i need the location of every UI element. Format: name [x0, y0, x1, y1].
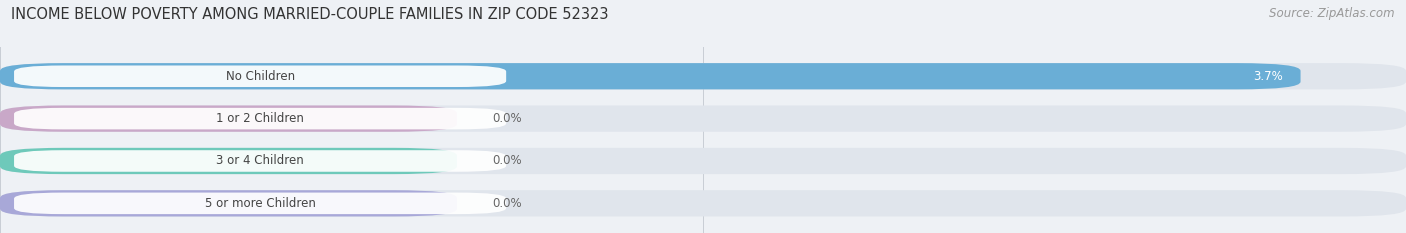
FancyBboxPatch shape [0, 63, 1301, 89]
FancyBboxPatch shape [14, 193, 506, 214]
Text: 1 or 2 Children: 1 or 2 Children [217, 112, 304, 125]
Text: INCOME BELOW POVERTY AMONG MARRIED-COUPLE FAMILIES IN ZIP CODE 52323: INCOME BELOW POVERTY AMONG MARRIED-COUPL… [11, 7, 609, 22]
FancyBboxPatch shape [0, 148, 1406, 174]
Text: 0.0%: 0.0% [492, 154, 522, 168]
FancyBboxPatch shape [14, 65, 506, 87]
Text: 5 or more Children: 5 or more Children [205, 197, 315, 210]
FancyBboxPatch shape [0, 190, 457, 216]
Text: 0.0%: 0.0% [492, 112, 522, 125]
Text: 0.0%: 0.0% [492, 197, 522, 210]
Text: 3 or 4 Children: 3 or 4 Children [217, 154, 304, 168]
FancyBboxPatch shape [0, 148, 457, 174]
FancyBboxPatch shape [0, 63, 1406, 89]
FancyBboxPatch shape [0, 106, 1406, 132]
FancyBboxPatch shape [14, 108, 506, 129]
Text: Source: ZipAtlas.com: Source: ZipAtlas.com [1270, 7, 1395, 20]
Text: 3.7%: 3.7% [1253, 70, 1284, 83]
Text: No Children: No Children [225, 70, 295, 83]
FancyBboxPatch shape [14, 150, 506, 172]
FancyBboxPatch shape [0, 106, 457, 132]
FancyBboxPatch shape [0, 190, 1406, 216]
